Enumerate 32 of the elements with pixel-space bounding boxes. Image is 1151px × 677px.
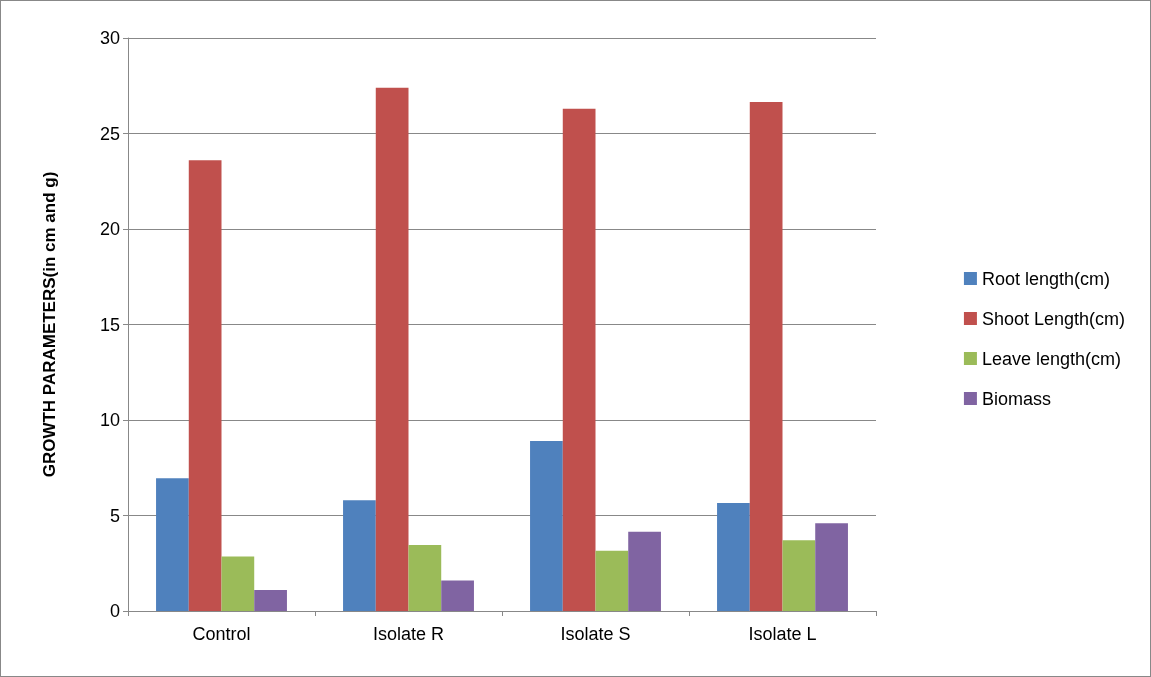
y-tick-label: 25 [99, 123, 120, 144]
bar [595, 550, 629, 611]
x-tick-label: Isolate R [372, 624, 445, 644]
y-tick-label: 0 [109, 601, 120, 621]
x-tick-label: Isolate S [560, 624, 631, 644]
legend-label: Leave length(cm) [981, 348, 1121, 369]
bar [562, 108, 596, 611]
y-tick-label: 15 [99, 314, 120, 335]
y-tick-label: 20 [99, 219, 120, 239]
bar [375, 87, 409, 611]
bar [408, 545, 442, 611]
y-axis-title: GROWTH PARAMETERS(in cm and g) [40, 171, 59, 478]
x-tick-label: Isolate L [748, 624, 817, 644]
legend-label: Shoot Length(cm) [981, 308, 1125, 329]
y-tick-label: 10 [99, 410, 120, 430]
bar [254, 589, 287, 611]
bar [717, 503, 750, 611]
bar [343, 500, 376, 611]
legend-label: Biomass [981, 388, 1051, 409]
bar [188, 160, 222, 611]
y-tick-label: 30 [99, 28, 120, 48]
bar [628, 531, 661, 611]
bar [221, 556, 255, 611]
bar [782, 540, 816, 611]
legend-label: Root length(cm) [981, 268, 1110, 289]
x-tick-label: Control [192, 624, 251, 644]
y-tick-label: 5 [109, 505, 120, 526]
bar [530, 441, 563, 611]
bar [749, 101, 783, 611]
bar [441, 580, 474, 611]
bar [815, 523, 848, 611]
bar [156, 478, 189, 611]
